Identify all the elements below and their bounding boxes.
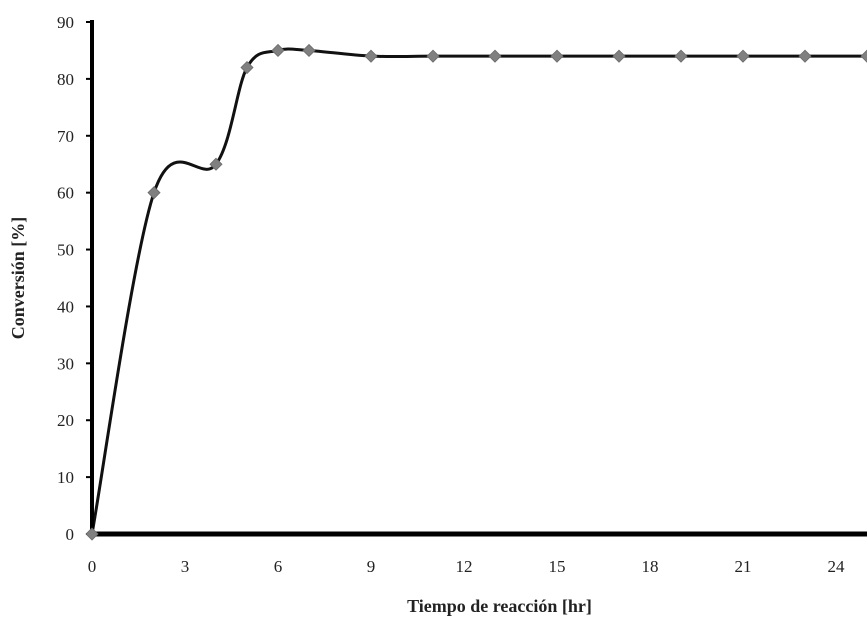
y-tick-label: 80	[57, 70, 74, 89]
data-point-marker	[147, 186, 161, 200]
axes	[90, 20, 867, 537]
y-tick-label: 10	[57, 468, 74, 487]
y-tick-label: 50	[57, 241, 74, 260]
data-point-marker	[209, 157, 223, 171]
data-point-marker	[426, 49, 440, 63]
series-layer	[90, 47, 867, 536]
data-point-marker	[736, 49, 750, 63]
y-tick-label: 70	[57, 127, 74, 146]
x-tick-label: 0	[88, 557, 97, 576]
x-tick-label: 21	[735, 557, 752, 576]
y-tick-label: 90	[57, 13, 74, 32]
data-point-marker	[85, 527, 99, 541]
series-line	[90, 47, 867, 536]
x-tick-label: 3	[181, 557, 190, 576]
y-tick-label: 30	[57, 354, 74, 373]
data-point-marker	[302, 43, 316, 58]
data-point-marker	[488, 49, 502, 63]
x-axis-ticks: 0 3 6 9 12 15 18 21 24	[88, 557, 845, 576]
data-point-marker	[550, 49, 564, 63]
x-tick-label: 12	[456, 557, 473, 576]
data-point-marker	[674, 49, 688, 63]
x-tick-label: 24	[828, 557, 846, 576]
data-point-marker	[271, 43, 285, 58]
y-tick-label: 60	[57, 184, 74, 203]
data-point-marker	[860, 49, 867, 63]
x-tick-label: 9	[367, 557, 376, 576]
y-tick-label: 0	[66, 525, 75, 544]
y-axis-title: Conversión [%]	[8, 217, 28, 340]
x-tick-label: 15	[549, 557, 566, 576]
x-axis-title: Tiempo de reacción [hr]	[407, 596, 592, 616]
markers-layer	[85, 43, 867, 541]
x-tick-label: 18	[642, 557, 659, 576]
data-point-marker	[240, 60, 254, 75]
y-tick-label: 40	[57, 297, 74, 316]
y-axis-ticks: 0 10 20 30 40 50 60 70 80 90	[57, 13, 92, 544]
data-point-marker	[798, 49, 812, 63]
data-point-marker	[612, 49, 626, 63]
x-tick-label: 6	[274, 557, 283, 576]
y-tick-label: 20	[57, 411, 74, 430]
data-point-marker	[364, 49, 378, 63]
